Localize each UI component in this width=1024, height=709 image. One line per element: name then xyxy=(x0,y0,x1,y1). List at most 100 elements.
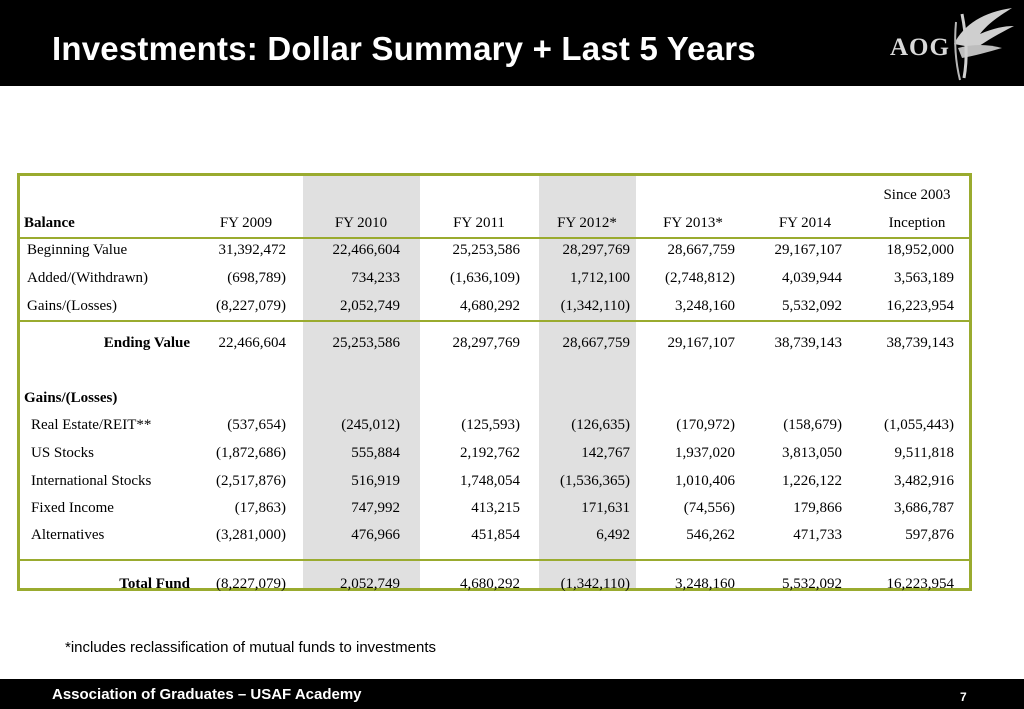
page-number: 7 xyxy=(960,690,967,704)
cell-value: (1,536,365) xyxy=(560,473,630,489)
cell-value: (2,748,812) xyxy=(665,270,735,286)
cell-value: (1,342,110) xyxy=(560,576,630,592)
cell-value: 1,712,100 xyxy=(570,270,630,286)
cell-value: 18,952,000 xyxy=(886,242,955,258)
shade-fy2010 xyxy=(303,176,420,588)
cell-value: 9,511,818 xyxy=(894,445,954,461)
slide-footer xyxy=(0,679,1024,709)
row-label: Beginning Value xyxy=(27,242,128,258)
cell-value: 3,482,916 xyxy=(894,473,954,489)
cell-value: 4,039,944 xyxy=(782,270,842,286)
cell-value: (245,012) xyxy=(341,417,400,433)
cell-value: (1,055,443) xyxy=(884,417,954,433)
summary-table xyxy=(17,173,972,591)
row-label: Alternatives xyxy=(31,527,105,543)
cell-value: 22,466,604 xyxy=(218,335,287,351)
cell-value: (125,593) xyxy=(461,417,520,433)
cell-value: 3,248,160 xyxy=(675,576,735,592)
cell-value: 29,167,107 xyxy=(667,335,736,351)
row-label: US Stocks xyxy=(31,445,94,461)
cell-value: (1,636,109) xyxy=(450,270,520,286)
cell-value: (17,863) xyxy=(234,500,286,516)
cell-value: 28,667,759 xyxy=(667,242,736,258)
cell-value: 38,739,143 xyxy=(886,335,955,351)
row-label: Gains/(Losses) xyxy=(27,298,117,314)
column-header: FY 2010 xyxy=(334,215,388,231)
column-header: FY 2009 xyxy=(219,215,273,231)
cell-value: 1,226,122 xyxy=(782,473,842,489)
cell-value: (3,281,000) xyxy=(216,527,286,543)
row-label: Added/(Withdrawn) xyxy=(27,270,149,286)
cell-value: 451,854 xyxy=(471,527,520,543)
header-since: Since 2003 xyxy=(883,187,951,203)
header-balance: Balance xyxy=(24,215,75,231)
cell-value: (8,227,079) xyxy=(216,298,286,314)
column-header: FY 2012* xyxy=(557,215,617,231)
cell-value: (74,556) xyxy=(683,500,735,516)
cell-value: 5,532,092 xyxy=(782,298,842,314)
footnote: *includes reclassification of mutual fun… xyxy=(65,639,437,656)
row-label: Ending Value xyxy=(103,335,190,351)
cell-value: 2,192,762 xyxy=(460,445,520,461)
cell-value: 555,884 xyxy=(351,445,400,461)
cell-value: 28,297,769 xyxy=(452,335,521,351)
cell-value: 597,876 xyxy=(905,527,954,543)
column-header: FY 2014 xyxy=(778,215,832,231)
cell-value: 1,748,054 xyxy=(460,473,520,489)
cell-value: 16,223,954 xyxy=(886,576,955,592)
cell-value: 3,813,050 xyxy=(782,445,842,461)
cell-value: 413,215 xyxy=(471,500,520,516)
row-label: Total Fund xyxy=(119,576,190,592)
header-divider xyxy=(20,237,969,239)
cell-value: 22,466,604 xyxy=(332,242,401,258)
cell-value: 179,866 xyxy=(793,500,842,516)
gains-title: Gains/(Losses) xyxy=(24,390,118,406)
column-header: Inception xyxy=(888,215,946,231)
cell-value: 171,631 xyxy=(581,500,630,516)
cell-value: (158,679) xyxy=(783,417,842,433)
row-label: International Stocks xyxy=(31,473,152,489)
cell-value: (1,872,686) xyxy=(216,445,286,461)
slide-title: Investments: Dollar Summary + Last 5 Yea… xyxy=(52,30,756,67)
ending-divider xyxy=(20,320,969,322)
wings-icon xyxy=(954,8,1014,81)
cell-value: 6,492 xyxy=(596,527,630,543)
cell-value: 25,253,586 xyxy=(332,335,401,351)
footer-text: Association of Graduates – USAF Academy xyxy=(52,686,362,703)
logo-text: AOG xyxy=(890,34,950,61)
cell-value: 1,937,020 xyxy=(675,445,735,461)
cell-value: 38,739,143 xyxy=(774,335,843,351)
cell-value: 3,248,160 xyxy=(675,298,735,314)
column-header: FY 2013* xyxy=(663,215,723,231)
cell-value: 2,052,749 xyxy=(340,298,400,314)
slide-header xyxy=(0,0,1024,86)
aog-logo: AOG xyxy=(884,4,1018,84)
cell-value: 29,167,107 xyxy=(774,242,843,258)
cell-value: 516,919 xyxy=(351,473,400,489)
cell-value: 3,563,189 xyxy=(894,270,954,286)
cell-value: 5,532,092 xyxy=(782,576,842,592)
cell-value: 2,052,749 xyxy=(340,576,400,592)
cell-value: 25,253,586 xyxy=(452,242,521,258)
cell-value: (8,227,079) xyxy=(216,576,286,592)
cell-value: (537,654) xyxy=(227,417,286,433)
row-label: Fixed Income xyxy=(31,500,114,516)
cell-value: 4,680,292 xyxy=(460,576,520,592)
cell-value: 1,010,406 xyxy=(675,473,735,489)
cell-value: (2,517,876) xyxy=(216,473,286,489)
cell-value: 16,223,954 xyxy=(886,298,955,314)
cell-value: 546,262 xyxy=(686,527,735,543)
cell-value: 31,392,472 xyxy=(218,242,287,258)
shade-fy2012 xyxy=(539,176,636,588)
cell-value: 28,297,769 xyxy=(562,242,631,258)
cell-value: 471,733 xyxy=(793,527,842,543)
cell-value: 142,767 xyxy=(581,445,630,461)
cell-value: (1,342,110) xyxy=(560,298,630,314)
total-divider xyxy=(20,559,969,561)
cell-value: 734,233 xyxy=(351,270,400,286)
cell-value: 3,686,787 xyxy=(894,500,954,516)
cell-value: (698,789) xyxy=(227,270,286,286)
cell-value: 476,966 xyxy=(351,527,400,543)
cell-value: 4,680,292 xyxy=(460,298,520,314)
cell-value: 28,667,759 xyxy=(562,335,631,351)
